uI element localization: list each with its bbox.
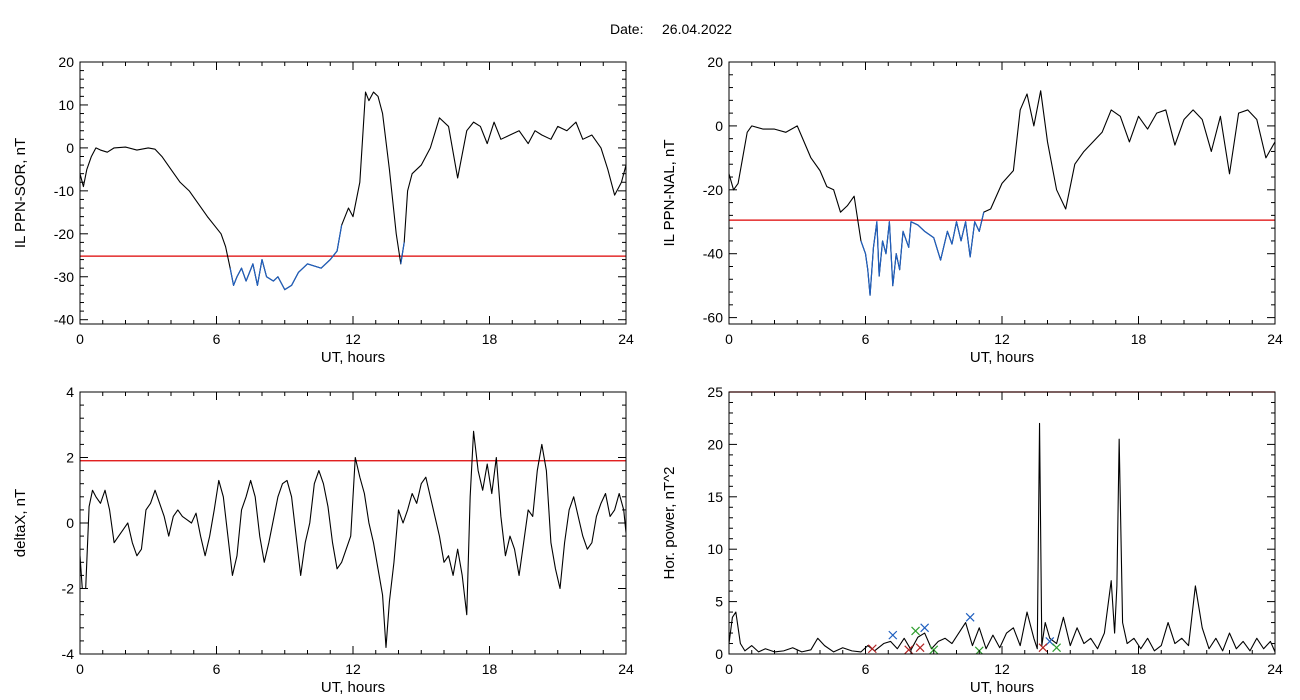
y-tick-label: 15 <box>707 489 723 505</box>
x-tick-label: 24 <box>1267 331 1283 347</box>
y-tick-label: -4 <box>62 646 75 662</box>
plot-frame <box>728 61 1276 325</box>
y-tick-label: 0 <box>715 118 723 134</box>
event-marker <box>1038 643 1048 653</box>
y-axis-label: deltaX, nT <box>12 489 29 557</box>
y-tick-label: 10 <box>707 541 723 557</box>
x-tick-label: 12 <box>345 661 361 677</box>
series-line <box>729 90 1275 296</box>
x-axis-label: UT, hours <box>321 679 385 696</box>
x-tick-label: 18 <box>1131 661 1147 677</box>
x-tick-label: 12 <box>345 331 361 347</box>
y-axis-label: Hor. power, nT^2 <box>661 467 678 580</box>
event-marker <box>911 626 920 636</box>
y-tick-label: 0 <box>66 515 74 531</box>
highlight-segment <box>860 212 985 296</box>
x-axis-label: UT, hours <box>321 349 385 366</box>
y-tick-label: 5 <box>715 594 723 610</box>
x-tick-label: 6 <box>213 331 221 347</box>
event-marker <box>1052 643 1062 653</box>
highlight-segment <box>400 242 405 264</box>
panel-hor-power: 0 6 12 18 24 0 5 10 15 20 25 UT, hours Hor. power, n… <box>661 384 1283 696</box>
y-tick-label: 0 <box>66 140 74 156</box>
series-line <box>80 430 626 649</box>
y-tick-label: 0 <box>715 646 723 662</box>
y-tick-label: -2 <box>62 581 75 597</box>
y-tick-label: 10 <box>58 97 74 113</box>
y-tick-label: -40 <box>54 312 74 328</box>
y-tick-label: -20 <box>54 226 74 242</box>
event-marker <box>867 644 877 654</box>
x-tick-label: 6 <box>213 661 221 677</box>
x-tick-label: 24 <box>618 331 634 347</box>
y-tick-label: -40 <box>703 246 723 262</box>
date-label: Date: <box>610 21 643 37</box>
y-tick-label: 4 <box>66 384 74 400</box>
series-line <box>80 91 626 291</box>
highlight-segment <box>229 225 343 291</box>
x-tick-label: 0 <box>725 331 733 347</box>
x-axis-label: UT, hours <box>970 349 1034 366</box>
event-marker <box>920 623 930 633</box>
y-tick-label: -20 <box>703 182 723 198</box>
x-tick-label: 0 <box>725 661 733 677</box>
x-tick-label: 24 <box>618 661 634 677</box>
date-value: 26.04.2022 <box>662 21 732 37</box>
plot-frame <box>79 391 627 655</box>
y-tick-label: -60 <box>703 310 723 326</box>
y-tick-label: -10 <box>54 183 74 199</box>
x-tick-label: 0 <box>76 331 84 347</box>
y-tick-label: -30 <box>54 269 74 285</box>
y-tick-label: 20 <box>707 436 723 452</box>
x-tick-label: 18 <box>482 331 498 347</box>
x-tick-label: 18 <box>1131 331 1147 347</box>
y-tick-label: 2 <box>66 450 74 466</box>
panel-ppn-sor: 0 6 12 18 24 -40 -30 -20 -10 0 10 20 UT, hours IL PPN… <box>12 54 634 366</box>
event-marker <box>915 643 925 653</box>
y-axis-label: IL PPN-SOR, nT <box>12 138 29 248</box>
y-axis-label: IL PPN-NAL, nT <box>661 140 678 247</box>
plot-frame <box>79 61 627 325</box>
y-tick-label: 25 <box>707 384 723 400</box>
x-tick-label: 6 <box>862 331 870 347</box>
event-marker <box>929 645 939 654</box>
event-marker <box>888 630 898 640</box>
y-tick-label: 20 <box>58 54 74 70</box>
y-tick-label: 20 <box>707 54 723 70</box>
event-marker <box>965 612 975 622</box>
x-tick-label: 18 <box>482 661 498 677</box>
x-tick-label: 24 <box>1267 661 1283 677</box>
plot-frame <box>728 391 1276 655</box>
x-tick-label: 6 <box>862 661 870 677</box>
panel-ppn-nal: 0 6 12 18 24 -60 -40 -20 0 20 UT, hours IL PPN-NAL,… <box>661 54 1283 366</box>
series-line <box>729 422 1275 653</box>
x-tick-label: 0 <box>76 661 84 677</box>
x-tick-label: 12 <box>994 331 1010 347</box>
x-tick-label: 12 <box>994 661 1010 677</box>
x-axis-label: UT, hours <box>970 679 1034 696</box>
